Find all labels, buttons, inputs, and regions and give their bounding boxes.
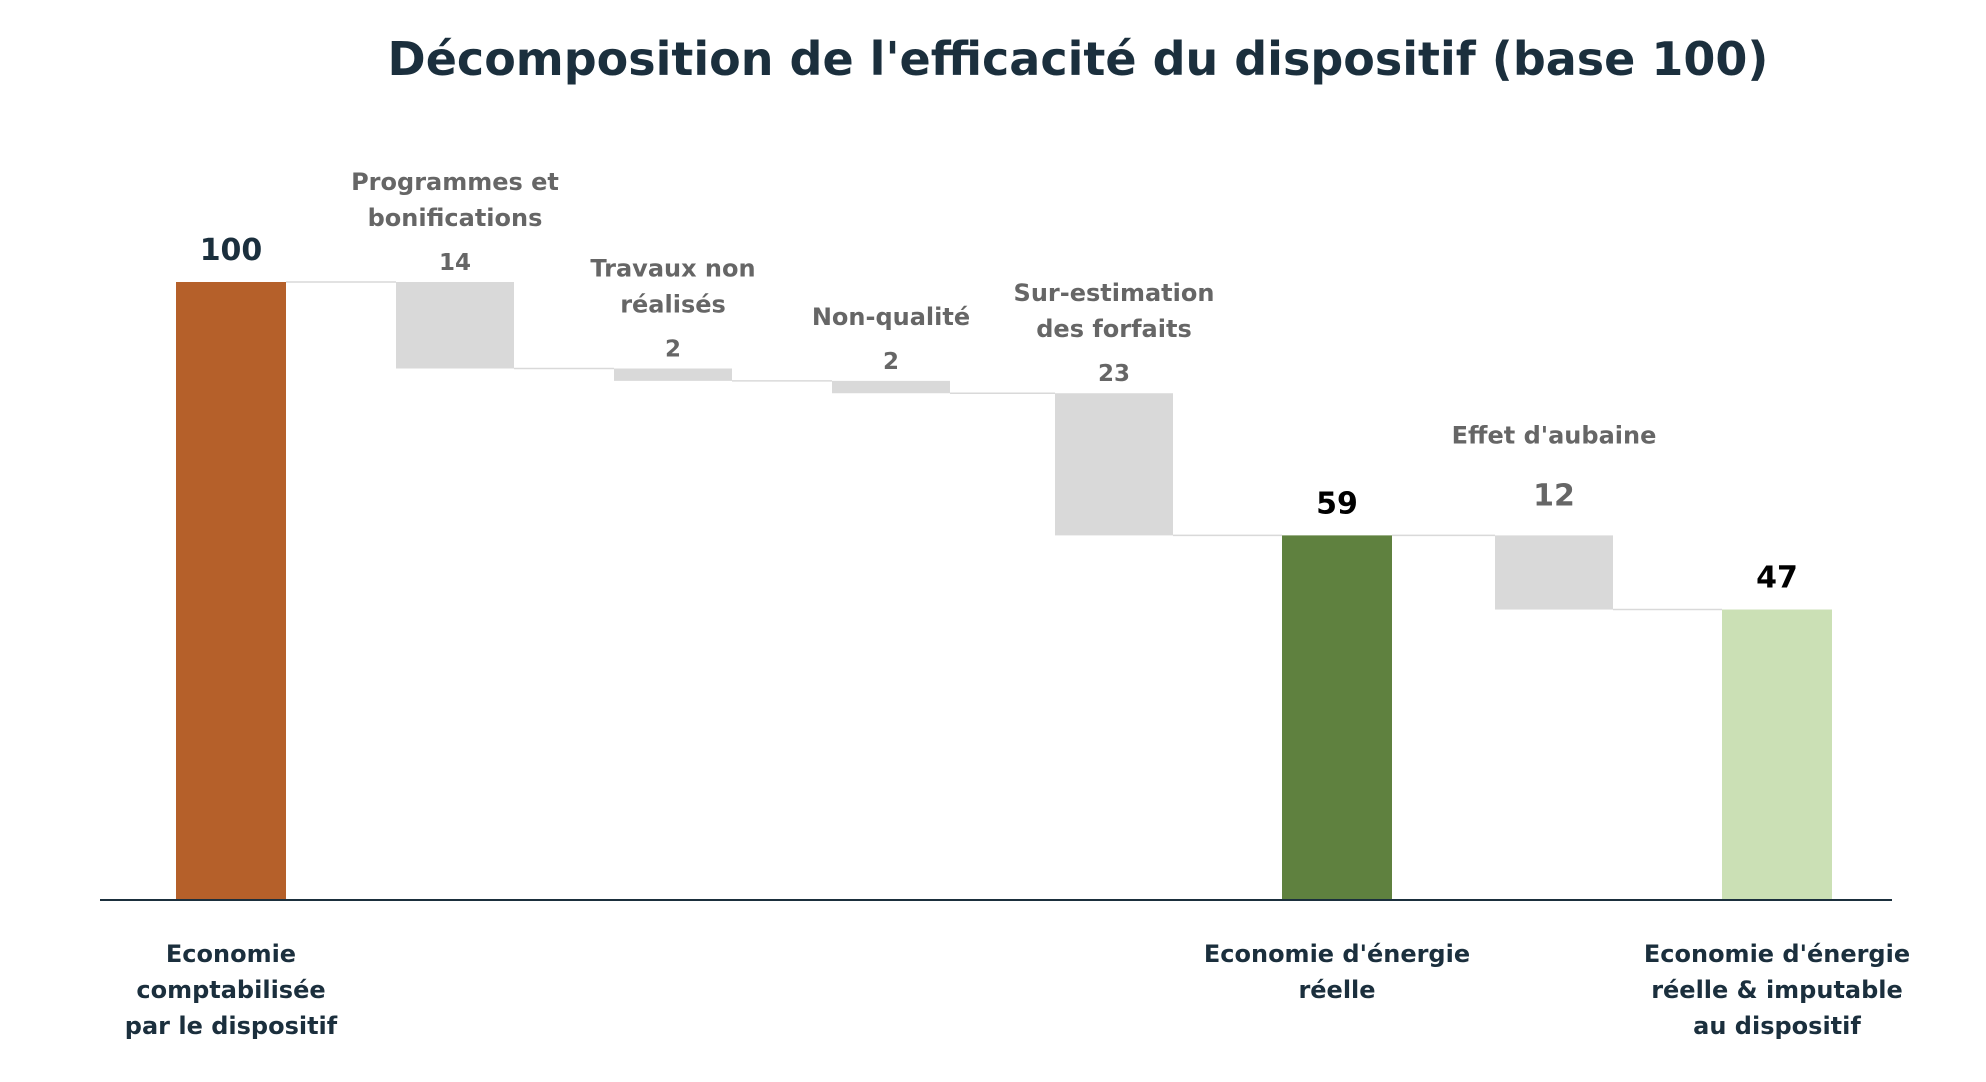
value-label-non-qualite: 2 xyxy=(883,349,899,375)
category-label-non-qualite: Non-qualité xyxy=(812,303,970,331)
value-label-comptabilisee: 100 xyxy=(200,233,263,268)
category-label-sur-estimation: Sur-estimation des forfaits xyxy=(1014,279,1215,343)
bars xyxy=(176,282,1832,900)
value-label-reelle: 59 xyxy=(1316,486,1358,521)
category-label-imputable-line: réelle & imputable xyxy=(1651,976,1903,1004)
category-label-travaux: Travaux non réalisés xyxy=(590,255,755,319)
category-label-comptabilisee-line: par le dispositif xyxy=(125,1012,338,1040)
category-label-programmes-line: Programmes et xyxy=(351,168,559,196)
category-label-programmes-line: bonifications xyxy=(368,204,543,232)
bar-non-qualite xyxy=(832,380,950,394)
category-label-reelle: Economie d'énergie réelle xyxy=(1204,940,1470,1004)
category-label-comptabilisee: Economie comptabilisée par le dispositif xyxy=(125,940,338,1040)
category-label-sur-estimation-line: des forfaits xyxy=(1036,315,1191,343)
category-label-aubaine-line: Effet d'aubaine xyxy=(1452,421,1657,449)
value-label-programmes: 14 xyxy=(439,250,471,276)
bar-reelle xyxy=(1282,535,1392,900)
category-label-travaux-line: réalisés xyxy=(620,291,726,319)
category-label-imputable-line: Economie d'énergie xyxy=(1644,940,1910,968)
category-label-sur-estimation-line: Sur-estimation xyxy=(1014,279,1215,307)
connector-lines xyxy=(286,281,1722,611)
value-label-aubaine: 12 xyxy=(1533,478,1575,513)
category-label-imputable-line: au dispositif xyxy=(1693,1012,1861,1040)
value-label-travaux: 2 xyxy=(665,337,681,363)
category-label-reelle-line: réelle xyxy=(1298,976,1375,1004)
category-label-comptabilisee-line: Economie xyxy=(166,940,296,968)
category-label-programmes: Programmes et bonifications xyxy=(351,168,559,232)
bar-travaux xyxy=(614,368,732,381)
bar-comptabilisee xyxy=(176,282,286,900)
value-label-sur-estimation: 23 xyxy=(1098,361,1130,387)
category-label-reelle-line: Economie d'énergie xyxy=(1204,940,1470,968)
value-label-imputable: 47 xyxy=(1756,561,1798,596)
bar-imputable xyxy=(1722,609,1832,900)
category-label-travaux-line: Travaux non xyxy=(590,255,755,283)
bar-aubaine xyxy=(1495,535,1613,610)
bar-programmes xyxy=(396,282,514,369)
bar-sur-estimation xyxy=(1055,393,1173,536)
category-label-aubaine: Effet d'aubaine xyxy=(1452,421,1657,449)
category-labels: Economie comptabilisée par le dispositif Pr… xyxy=(125,168,1910,1040)
value-labels: 100 14 2 2 23 59 12 47 xyxy=(200,233,1798,596)
category-label-comptabilisee-line: comptabilisée xyxy=(136,976,325,1004)
category-label-non-qualite-line: Non-qualité xyxy=(812,303,970,331)
chart-title: Décomposition de l'efficacité du disposi… xyxy=(388,32,1769,86)
category-label-imputable: Economie d'énergie réelle & imputable au d… xyxy=(1644,940,1910,1040)
